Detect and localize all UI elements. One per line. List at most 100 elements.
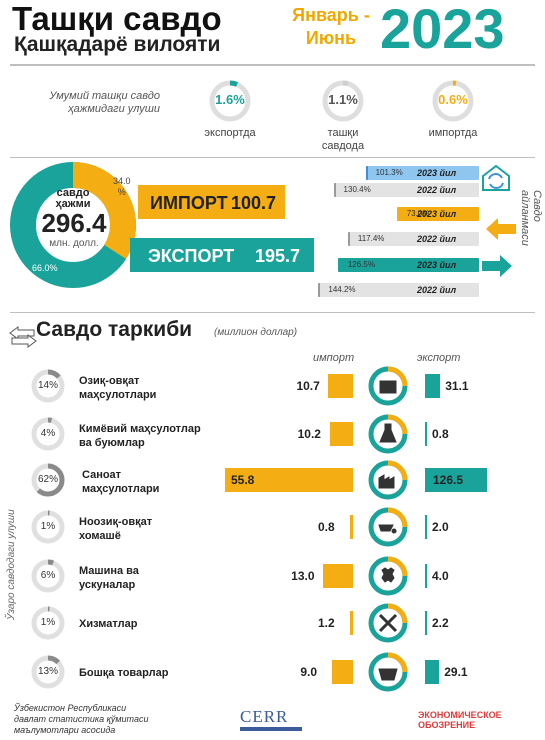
total-label-line-1: савдо bbox=[56, 187, 90, 199]
trade-exchange-icon bbox=[482, 164, 510, 191]
eo-line-1: ЭКОНОМИЧЕСКОЕ bbox=[418, 710, 502, 720]
dynamics-bar-trade-2022: 130.4% bbox=[333, 183, 479, 197]
dynamics-year: 2023 йил bbox=[417, 260, 457, 270]
share-ring-fill-2 bbox=[322, 80, 364, 122]
export-bar bbox=[425, 374, 441, 398]
share-ring-row-fill bbox=[31, 510, 65, 544]
export-total-value: 195.7 bbox=[254, 246, 300, 266]
share-ring-3 bbox=[432, 80, 474, 122]
dynamics-year: 2022 йил bbox=[417, 285, 457, 295]
import-value: 55.8 bbox=[231, 473, 255, 487]
category-line-1: Ноозиқ-овқат bbox=[79, 516, 153, 528]
category-line-2: ва буюмлар bbox=[79, 437, 145, 449]
share-ring-1 bbox=[209, 80, 251, 122]
share-caption-line-1: импортда bbox=[428, 127, 478, 139]
dynamics-bar-trade-2023: 101.3% bbox=[365, 166, 479, 180]
category-line-1: Машина ва bbox=[79, 565, 139, 577]
category-line-1: Саноат bbox=[82, 469, 122, 481]
export-value: 2.0 bbox=[432, 520, 449, 534]
import-value: 10.7 bbox=[296, 379, 320, 393]
structure-divider bbox=[10, 312, 535, 313]
total-value: 296.4 bbox=[41, 208, 107, 238]
export-bar bbox=[425, 611, 427, 635]
import-bar bbox=[329, 422, 353, 446]
export-percent: 66.0% bbox=[32, 263, 58, 273]
category-label: Озиқ-овқат маҳсулотлари bbox=[79, 374, 229, 402]
dynamics-pct: 126.5% bbox=[347, 260, 375, 269]
export-value: 126.5 bbox=[433, 473, 464, 487]
share-ring-row-2 bbox=[31, 417, 65, 451]
year-label: 2023 bbox=[380, 0, 505, 60]
export-bar bbox=[425, 564, 427, 588]
share-percent: 14% bbox=[37, 380, 58, 391]
flask-icon bbox=[368, 414, 408, 454]
share-ring-row-fill bbox=[31, 463, 65, 497]
import-percent: 34.0 % bbox=[113, 176, 131, 198]
dynamics-year: 2023 йил bbox=[417, 209, 457, 219]
share-ring-row-fill bbox=[31, 606, 65, 640]
source-line-2: давлат статистика қўмитаси bbox=[14, 714, 149, 724]
basket-icon bbox=[368, 652, 408, 692]
share-percent: 1% bbox=[40, 521, 56, 532]
category-label: Бошқа товарлар bbox=[79, 666, 229, 680]
dynamics-pct: 101.3% bbox=[375, 168, 403, 177]
share-value-1: 1.6% bbox=[215, 92, 245, 107]
share-ring-fill-1 bbox=[209, 80, 251, 122]
share-caption-3: импортда bbox=[413, 127, 493, 140]
category-line-1: Хизматлар bbox=[79, 618, 138, 630]
share-label-line-1: Умумий ташқи савдо bbox=[49, 90, 160, 102]
total-label: савдо ҳажми bbox=[48, 188, 98, 210]
tools-icon bbox=[368, 603, 408, 643]
category-line-2: хомашё bbox=[79, 530, 121, 542]
export-bar bbox=[425, 468, 487, 492]
dynamics-year: 2022 йил bbox=[417, 185, 457, 195]
page-title: Ташқи савдо bbox=[12, 0, 222, 37]
dynamics-side-label: Савдо айланмаси bbox=[519, 190, 543, 246]
import-value: 9.0 bbox=[300, 665, 318, 679]
structure-title: Савдо таркиби bbox=[36, 318, 193, 341]
category-label: Ноозиқ-овқат хомашё bbox=[79, 515, 229, 543]
factory-icon bbox=[368, 460, 408, 500]
share-ring-2 bbox=[322, 80, 364, 122]
share-ring-row-1 bbox=[31, 369, 65, 403]
category-label: Саноат маҳсулотлари bbox=[82, 468, 232, 496]
share-caption-line-2: савдода bbox=[321, 140, 365, 152]
import-value: 1.2 bbox=[318, 616, 335, 630]
period-line-2: Июнь bbox=[305, 28, 357, 48]
period-line-1: Январь - bbox=[292, 5, 370, 25]
share-caption-1: экспортда bbox=[190, 127, 270, 140]
export-value: 0.8 bbox=[432, 427, 449, 441]
category-label: Кимёвий маҳсулотлар ва буюмлар bbox=[79, 422, 229, 450]
share-caption-line-1: экспортда bbox=[204, 127, 256, 139]
category-line-2: ускуналар bbox=[79, 579, 136, 591]
share-ring-row-7 bbox=[31, 655, 65, 689]
dynamics-pct: 117.4% bbox=[357, 234, 385, 243]
dynamics-bar-export-2023: 126.5% bbox=[337, 258, 479, 272]
dynamics-bar-export-2022: 144.2% bbox=[318, 283, 479, 297]
period-label: Январь - Июнь bbox=[290, 4, 372, 50]
share-ring-fill-3 bbox=[432, 80, 474, 122]
share-ring-row-fill bbox=[31, 559, 65, 593]
export-total-bar: ЭКСПОРТ 195.7 bbox=[130, 238, 314, 272]
import-bar bbox=[350, 611, 353, 635]
share-ring-row-fill bbox=[31, 417, 65, 451]
import-percent-sign: % bbox=[117, 187, 126, 197]
category-line-1: Кимёвий маҳсулотлар bbox=[79, 423, 201, 435]
export-bar bbox=[425, 515, 427, 539]
structure-unit: (миллион доллар) bbox=[214, 327, 298, 338]
share-value-3: 0.6% bbox=[438, 92, 468, 107]
dynamics-year: 2023 йил bbox=[417, 168, 457, 178]
structure-side-label: Ўзаро савдодаги улуши bbox=[6, 509, 17, 620]
share-percent: 4% bbox=[40, 428, 56, 439]
export-bar bbox=[425, 422, 427, 446]
share-value-2: 1.1% bbox=[328, 92, 358, 107]
export-arrow-icon bbox=[482, 255, 512, 277]
header-divider bbox=[10, 64, 535, 66]
import-total-value: 100.7 bbox=[231, 193, 277, 213]
import-total-value-box: 100.7 bbox=[223, 185, 285, 219]
export-bar bbox=[425, 660, 440, 684]
dynamics-bar-import-2022: 117.4% bbox=[347, 232, 479, 246]
dynamics-pct: 130.4% bbox=[343, 185, 371, 194]
export-total-label: ЭКСПОРТ bbox=[148, 246, 235, 266]
dynamics-pct: 73.0% bbox=[406, 209, 430, 218]
